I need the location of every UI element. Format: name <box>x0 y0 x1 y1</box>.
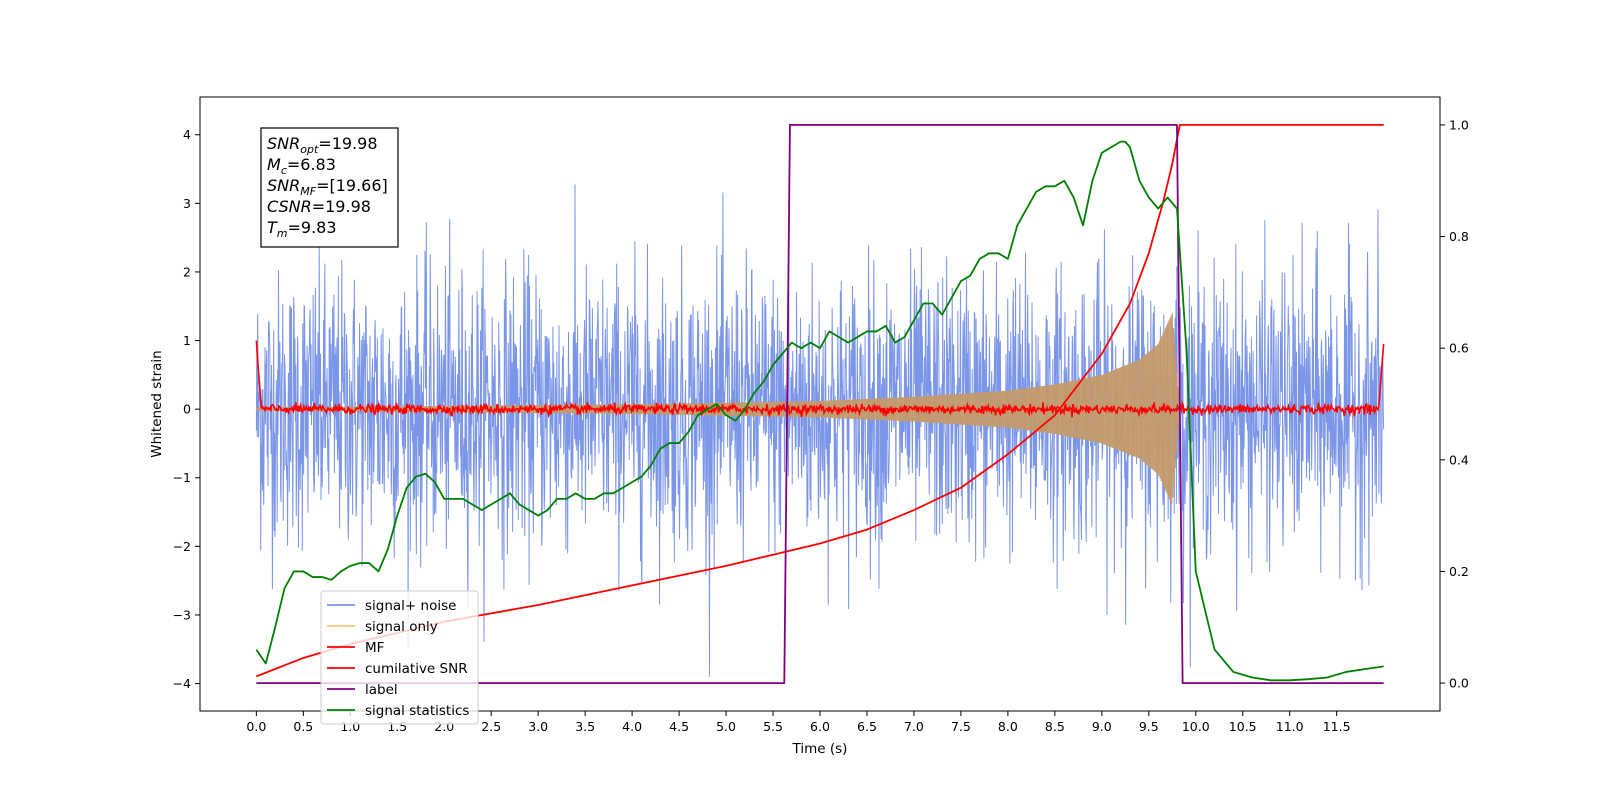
y2-tick-label: 0.6 <box>1449 341 1469 356</box>
stats-annotation-line: SNRMF=[19.66] <box>267 176 388 198</box>
x-tick-label: 5.5 <box>763 719 783 734</box>
x-tick-label: 7.5 <box>951 719 971 734</box>
x-tick-label: 10.5 <box>1229 719 1257 734</box>
x-tick-label: 9.5 <box>1139 719 1159 734</box>
x-tick-label: 8.5 <box>1045 719 1065 734</box>
legend-label: cumilative SNR <box>365 661 468 677</box>
stats-annotation-line: CSNR=19.98 <box>267 197 371 216</box>
x-tick-label: 4.0 <box>622 719 642 734</box>
series-mf <box>255 340 1385 419</box>
x-tick-label: 2.5 <box>481 719 501 734</box>
y-axis-label: Whitened strain <box>149 350 165 457</box>
y2-tick-label: 0.2 <box>1449 564 1469 579</box>
stats-annotation-line: SNRopt=19.98 <box>267 134 378 156</box>
legend-label: signal+ noise <box>365 598 456 614</box>
x-tick-label: 8.0 <box>998 719 1018 734</box>
stats-annotation: SNRopt=19.98Mc=6.83SNRMF=[19.66]CSNR=19.… <box>260 127 399 248</box>
y-tick-label: 1 <box>183 333 191 348</box>
y2-tick-label: 1.0 <box>1449 117 1469 132</box>
legend: signal+ noise signal only MF cumilative SNR… <box>320 590 479 725</box>
x-tick-label: 3.0 <box>528 719 548 734</box>
stats-annotation-line: Tm=9.83 <box>267 218 337 240</box>
x-tick-label: 6.5 <box>857 719 877 734</box>
y-tick-label: 4 <box>183 127 191 142</box>
x-tick-label: 3.5 <box>575 719 595 734</box>
x-tick-label: 4.5 <box>669 719 689 734</box>
stats-annotation-box <box>260 127 399 248</box>
y-tick-label: 2 <box>183 264 191 279</box>
series-signal-noise <box>255 184 1385 677</box>
x-tick-label: 10.0 <box>1182 719 1210 734</box>
x-tick-label: 7.0 <box>904 719 924 734</box>
y-tick-label: 3 <box>183 196 191 211</box>
x-tick-label: 11.0 <box>1276 719 1304 734</box>
y2-tick-label: 0.8 <box>1449 229 1469 244</box>
x-tick-label: 5.0 <box>716 719 736 734</box>
x-axis-label: Time (s) <box>792 741 848 757</box>
series-signal-statistics <box>255 140 1384 682</box>
x-tick-label: 11.5 <box>1323 719 1351 734</box>
y-tick-label: −3 <box>173 607 191 622</box>
series-label <box>256 124 1384 684</box>
y2-tick-label: 0.4 <box>1449 452 1469 467</box>
legend-label: label <box>365 682 398 698</box>
y-tick-label: −1 <box>173 470 191 485</box>
legend-box <box>320 590 479 725</box>
x-tick-label: 9.0 <box>1092 719 1112 734</box>
legend-label: signal only <box>365 619 438 635</box>
x-tick-label: 6.0 <box>810 719 830 734</box>
x-tick-label: 0.0 <box>246 719 266 734</box>
legend-label: MF <box>365 640 384 656</box>
y-tick-label: 0 <box>183 402 191 417</box>
y-tick-label: −2 <box>173 539 191 554</box>
stats-annotation-line: Mc=6.83 <box>267 155 336 177</box>
y-tick-label: −4 <box>173 676 191 691</box>
legend-label: signal statistics <box>365 703 469 719</box>
x-tick-label: 0.5 <box>293 719 313 734</box>
y2-tick-label: 0.0 <box>1449 676 1469 691</box>
